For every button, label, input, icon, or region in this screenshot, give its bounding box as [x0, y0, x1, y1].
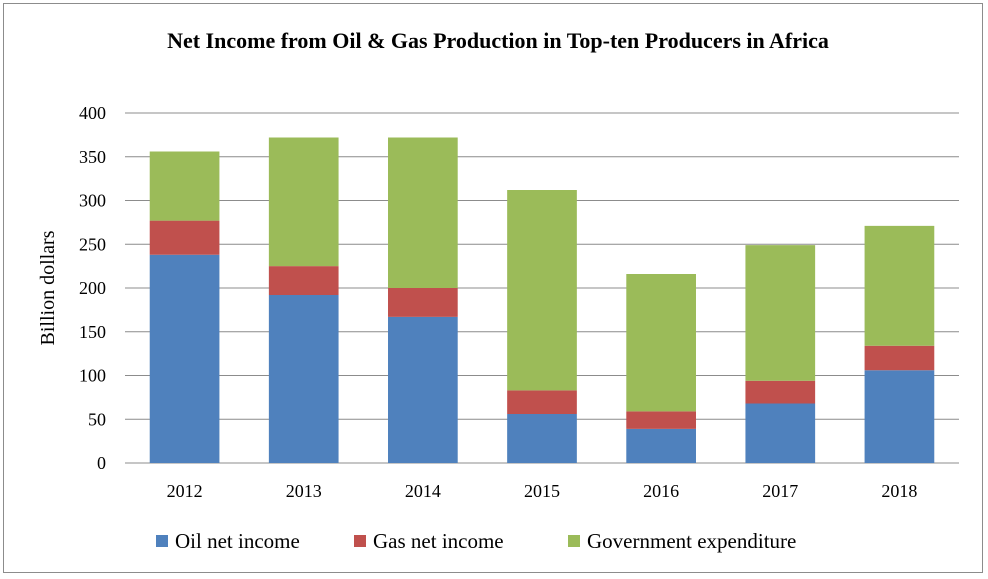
legend: Oil net income Gas net income Government e… [156, 529, 796, 553]
bar-gas-2012 [149, 220, 220, 255]
bar-oil-2015 [507, 414, 577, 463]
bar-gas-2017 [745, 380, 816, 404]
axes: 0 50 100 150 200 250 300 350 400 Billion dollars 2… [37, 103, 917, 501]
legend-swatch [568, 535, 580, 547]
bar-government-2016 [626, 274, 696, 412]
bar-government-2014 [388, 137, 458, 288]
legend-label: Government expenditure [587, 529, 796, 553]
x-tick-label: 2012 [167, 481, 203, 501]
y-tick-label: 0 [97, 453, 106, 473]
legend-swatch [156, 535, 168, 547]
x-tick-label: 2018 [881, 481, 917, 501]
y-axis-label: Billion dollars [37, 230, 59, 345]
bar-oil-2018 [864, 370, 935, 463]
bar-oil-2014 [388, 316, 458, 463]
bar-gas-2015 [507, 390, 577, 414]
bar-oil-2012 [149, 254, 220, 463]
y-tick-label: 400 [79, 103, 106, 123]
y-tick-label: 300 [79, 191, 106, 211]
bar-oil-2017 [745, 403, 816, 463]
bars [149, 137, 935, 463]
bar-government-2018 [864, 225, 935, 346]
chart-title: Net Income from Oil & Gas Production in … [167, 28, 829, 53]
bar-oil-2013 [268, 295, 339, 463]
legend-swatch [354, 535, 366, 547]
bar-gas-2013 [268, 266, 339, 295]
x-tick-label: 2016 [643, 481, 679, 501]
bar-government-2012 [149, 151, 220, 221]
chart-frame: Net Income from Oil & Gas Production in … [3, 3, 983, 573]
bar-government-2017 [745, 245, 816, 381]
y-tick-label: 50 [88, 409, 106, 429]
chart-svg: 0 50 100 150 200 250 300 350 400 Billion dollars 2… [37, 103, 959, 553]
bar-gas-2018 [864, 345, 935, 371]
x-tick-label: 2017 [762, 481, 798, 501]
y-tick-label: 350 [79, 147, 106, 167]
bar-oil-2016 [626, 428, 696, 463]
y-tick-label: 100 [79, 366, 106, 386]
x-tick-label: 2015 [524, 481, 560, 501]
bar-gas-2016 [626, 411, 696, 429]
legend-label: Gas net income [373, 529, 504, 553]
bar-government-2013 [268, 137, 339, 267]
y-tick-label: 250 [79, 234, 106, 254]
bar-government-2015 [507, 190, 577, 391]
legend-label: Oil net income [175, 529, 300, 553]
x-tick-label: 2013 [286, 481, 322, 501]
y-tick-label: 150 [79, 322, 106, 342]
bar-gas-2014 [388, 288, 458, 317]
x-tick-label: 2014 [405, 481, 441, 501]
y-tick-label: 200 [79, 278, 106, 298]
